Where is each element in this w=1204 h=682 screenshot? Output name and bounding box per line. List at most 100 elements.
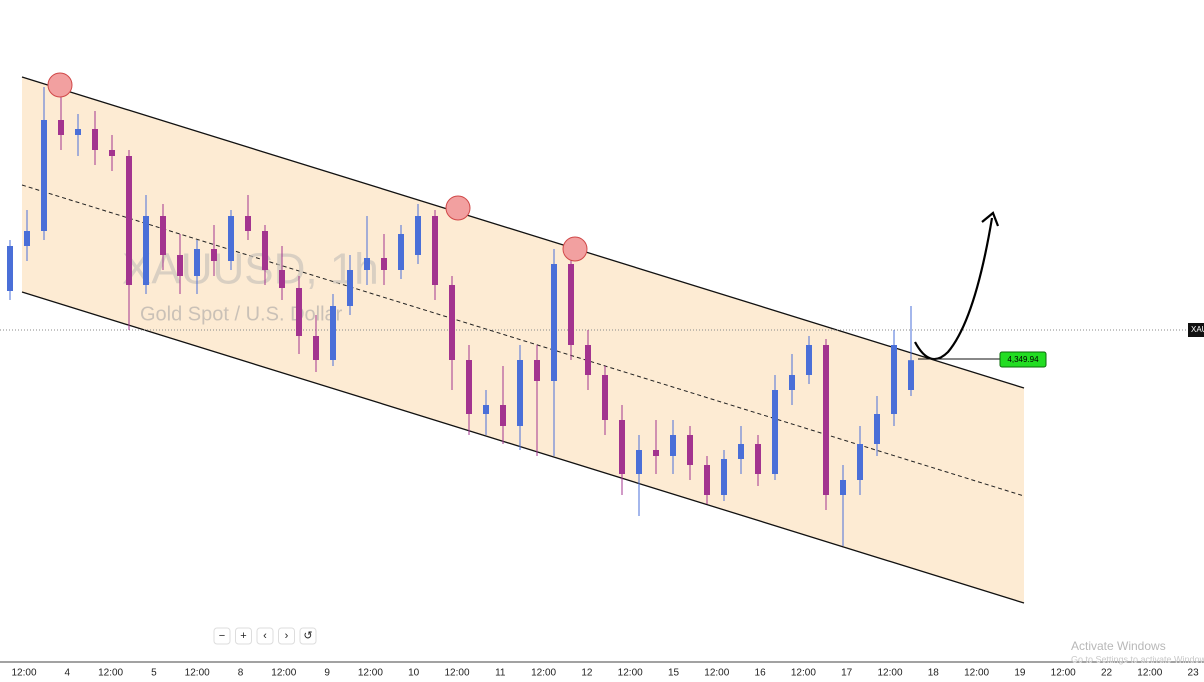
os-notice-text: Go to Settings to activate Windows. (1071, 654, 1204, 664)
candle-body (670, 435, 676, 456)
x-tick-label: 12:00 (704, 668, 729, 677)
control-button[interactable]: − (213, 627, 231, 645)
x-tick-label: 12 (581, 668, 593, 677)
candle-body (738, 444, 744, 459)
x-tick-label: 12:00 (98, 668, 123, 677)
candle-body (126, 156, 132, 285)
candle-body (330, 306, 336, 360)
candle-body (347, 270, 353, 306)
x-tick-label: 11 (495, 668, 506, 677)
candle-body (466, 360, 472, 414)
candle-body (517, 360, 523, 426)
candles (7, 87, 914, 546)
candle-body (534, 360, 540, 381)
x-tick-label: 10 (408, 668, 420, 677)
x-tick-label: 4 (65, 668, 71, 677)
candle-body (160, 216, 166, 255)
candle-body (551, 264, 557, 381)
candle-body (75, 129, 81, 135)
x-tick-label: 5 (151, 668, 157, 677)
x-tick-label: 12:00 (11, 668, 36, 677)
x-tick-label: 12:00 (618, 668, 643, 677)
x-ticks: 12:00 4 12:00 5 12:00 8 12:00 9 12:00 10 12:00 11 12… (11, 668, 1199, 679)
channel-fill (22, 77, 1024, 603)
candle-body (143, 216, 149, 285)
watermark-name: Gold Spot / U.S. Dollar (140, 303, 343, 325)
symbol-tag (1188, 323, 1204, 337)
candle-body (619, 420, 625, 474)
control-button-label: ↺ (303, 630, 312, 642)
touch-marker (445, 195, 471, 221)
candle-body (41, 120, 47, 231)
candle-body (58, 120, 64, 135)
x-tick-label: 12:00 (877, 668, 902, 677)
candle-body (687, 435, 693, 465)
control-button-label: − (219, 630, 225, 642)
candle-body (245, 216, 251, 231)
channel-bottom (21, 291, 1025, 604)
candle-body (806, 345, 812, 375)
controls: − + ‹ › ↺ (213, 627, 317, 645)
x-tick-label: 9 (324, 668, 330, 677)
candle-body (721, 459, 727, 495)
candle-body (483, 405, 489, 414)
candle-body (857, 444, 863, 480)
price-tag (999, 351, 1047, 368)
control-button[interactable]: ‹ (256, 627, 274, 645)
candle-body (24, 231, 30, 246)
candle-body (194, 249, 200, 276)
control-button[interactable]: › (278, 627, 295, 645)
candle-body (704, 465, 710, 495)
control-button-bg (235, 627, 252, 645)
x-tick-label: 18 (928, 668, 940, 677)
x-tick-label: 15 (668, 668, 680, 677)
x-tick-label: 12:00 (444, 668, 469, 677)
candle-body (755, 444, 761, 474)
price-tag-label: 4,349.94 (1007, 355, 1039, 364)
x-tick-label: 8 (238, 668, 244, 677)
control-button-bg (256, 627, 274, 645)
os-notice-title: Activate Windows (1071, 639, 1166, 653)
candle-body (874, 414, 880, 444)
candle-body (381, 258, 387, 270)
candle-body (313, 336, 319, 360)
x-tick-label: 12:00 (531, 668, 556, 677)
x-tick-label: 17 (841, 668, 853, 677)
candle-body (891, 345, 897, 414)
candle-body (636, 450, 642, 474)
x-tick-label: 12:00 (1137, 668, 1162, 677)
x-tick-label: 16 (755, 668, 767, 677)
control-button[interactable]: + (235, 627, 252, 645)
candle-body (364, 258, 370, 270)
candle-body (908, 360, 914, 390)
touch-marker (47, 72, 73, 98)
candle-body (568, 264, 574, 345)
candle-body (211, 249, 217, 261)
candle-body (177, 255, 183, 276)
candle-body (432, 216, 438, 285)
x-tick-label: 12:00 (1051, 668, 1076, 677)
x-tick-label: 12:00 (271, 668, 296, 677)
x-tick-label: 12:00 (185, 668, 210, 677)
candle-body (398, 234, 404, 270)
candle-body (789, 375, 795, 390)
control-button-bg (278, 627, 295, 645)
candle-body (602, 375, 608, 420)
candle-body (823, 345, 829, 495)
control-button-label: › (285, 630, 289, 642)
candle-body (449, 285, 455, 360)
candle-body (228, 216, 234, 261)
control-button[interactable]: ↺ (299, 627, 317, 645)
candle-body (500, 405, 506, 426)
candle-body (279, 270, 285, 288)
arrow-head (981, 211, 1000, 227)
x-tick-label: 12:00 (964, 668, 989, 677)
candle-body (585, 345, 591, 375)
candle-body (296, 288, 302, 336)
x-tick-label: 12:00 (791, 668, 816, 677)
symbol-tag-label: XAU (1191, 325, 1204, 334)
candle-body (109, 150, 115, 156)
control-button-label: + (240, 630, 246, 642)
